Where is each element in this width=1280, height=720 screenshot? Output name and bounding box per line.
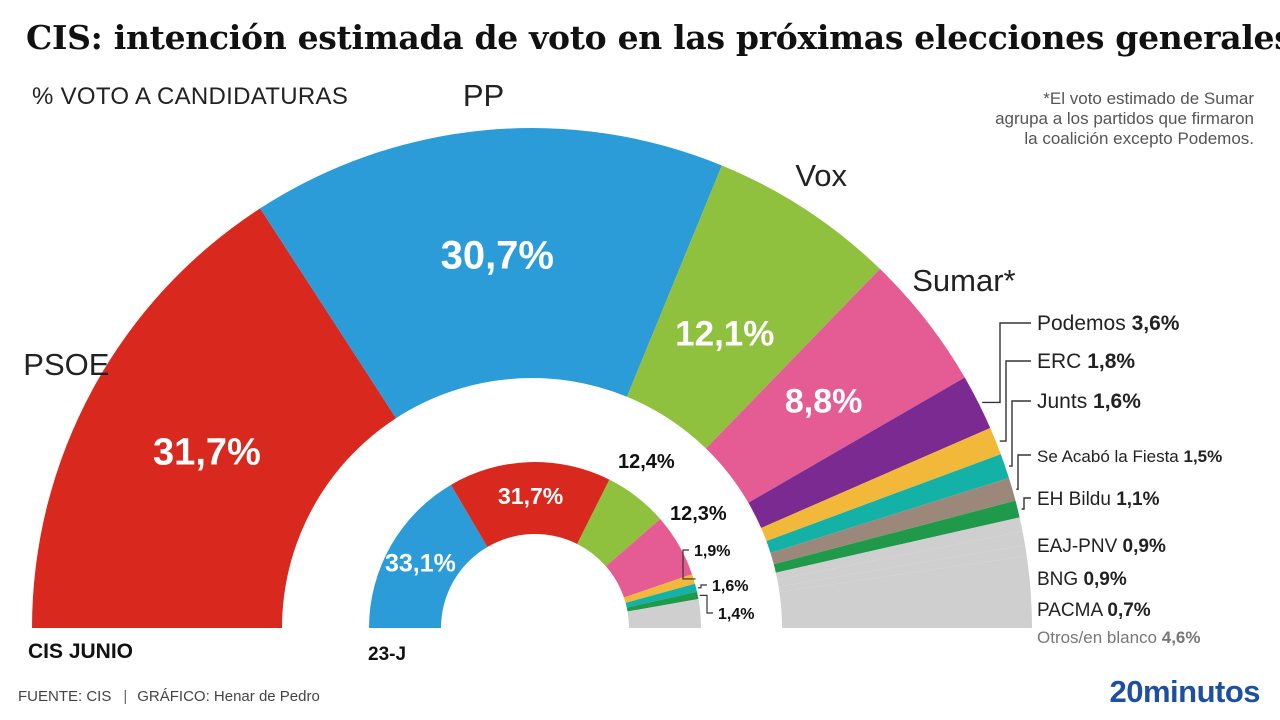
callout-line-erc: [999, 360, 1031, 442]
outer-name-pp: PP: [463, 78, 504, 113]
credit-label: GRÁFICO: Henar de Pedro: [137, 688, 320, 705]
inner-callout-junts: [698, 584, 707, 589]
outer-slice-se-acab-la-fiesta: [770, 477, 1016, 565]
outer-value-pp: 30,7%: [441, 234, 554, 278]
outer-name-sumar: Sumar*: [912, 263, 1015, 298]
outer-slice-junts: [766, 454, 1009, 553]
inner-value-junts: 1,6%: [712, 578, 748, 595]
inner-slice-eh-bildu: [626, 591, 699, 612]
grey-label-eaj-pnv: EAJ-PNV 0,9%: [1037, 536, 1166, 557]
outer-slice-pacma: [778, 545, 1027, 592]
footer-separator: |: [123, 688, 128, 705]
inner-slice-erc: [623, 574, 695, 603]
inner-slice-sumar: [605, 519, 693, 598]
outer-value-psoe: 31,7%: [153, 431, 261, 473]
grey-label-otros-en-blanco: Otros/en blanco 4,6%: [1037, 628, 1201, 647]
outer-chart-label: CIS JUNIO: [28, 640, 133, 663]
outer-slice-eaj-pnv: [775, 517, 1023, 580]
inner-slice-otros: [627, 598, 701, 628]
inner-slice-pp: [369, 484, 488, 628]
footnote-line: *El voto estimado de Sumar: [1043, 89, 1254, 108]
grey-label-pacma: PACMA 0,7%: [1037, 600, 1151, 621]
outer-name-vox: Vox: [795, 158, 847, 193]
footnote-line: la coalición excepto Podemos.: [1024, 129, 1254, 148]
callout-label-podemos: Podemos 3,6%: [1037, 312, 1180, 335]
callout-line-eh-bildu: [1021, 497, 1031, 510]
outer-slice-bng: [777, 531, 1026, 587]
outer-slice-eh-bildu: [773, 500, 1020, 573]
brand-logo: 20minutos: [1109, 674, 1260, 709]
chart-subtitle: % VOTO A CANDIDATURAS: [32, 83, 349, 110]
footer: FUENTE: CIS | GRÁFICO: Henar de Pedro: [18, 688, 320, 705]
inner-chart-label: 23-J: [368, 644, 406, 665]
sumar-footnote: *El voto estimado de Sumar agrupa a los …: [894, 89, 1254, 149]
outer-value-sumar: 8,8%: [785, 382, 863, 420]
outer-slice-podemos: [748, 377, 991, 528]
chart-title: CIS: intención estimada de voto en las p…: [26, 18, 1280, 57]
outer-value-vox: 12,1%: [675, 314, 774, 353]
callout-line-se-acab-la-fiesta: [1016, 454, 1031, 490]
outer-slice-psoe: [32, 208, 397, 629]
inner-value-vox: 12,4%: [618, 451, 675, 473]
outer-slice-vox: [626, 165, 880, 449]
outer-slice-sumar: [705, 268, 965, 503]
inner-value-erc: 1,9%: [694, 543, 730, 560]
inner-callout-eh-bildu: [699, 594, 713, 614]
inner-value-eh-bildu: 1,4%: [718, 606, 754, 623]
inner-value-pp: 33,1%: [385, 549, 456, 577]
callout-label-se-acab-la-fiesta: Se Acabó la Fiesta 1,5%: [1037, 447, 1222, 466]
inner-slice-junts: [625, 583, 698, 608]
inner-value-psoe: 31,7%: [498, 483, 563, 509]
callout-label-erc: ERC 1,8%: [1037, 350, 1135, 373]
grey-label-bng: BNG 0,9%: [1037, 569, 1127, 590]
inner-slice-vox: [577, 479, 661, 567]
callout-label-junts: Junts 1,6%: [1037, 390, 1141, 413]
callout-line-podemos: [982, 322, 1031, 404]
inner-value-sumar: 12,3%: [670, 503, 727, 525]
callout-line-junts: [1009, 400, 1031, 467]
outer-slice-otros-en-blanco: [779, 555, 1032, 628]
outer-slice-erc: [761, 427, 1001, 542]
inner-callout-erc: [682, 549, 696, 580]
outer-slice-pp: [260, 128, 722, 419]
source-label: FUENTE: CIS: [18, 688, 112, 705]
inner-slice-psoe: [450, 461, 610, 547]
footnote-line: agrupa a los partidos que firmaron: [995, 109, 1254, 128]
callout-label-eh-bildu: EH Bildu 1,1%: [1037, 489, 1160, 510]
outer-name-psoe: PSOE: [23, 347, 109, 382]
